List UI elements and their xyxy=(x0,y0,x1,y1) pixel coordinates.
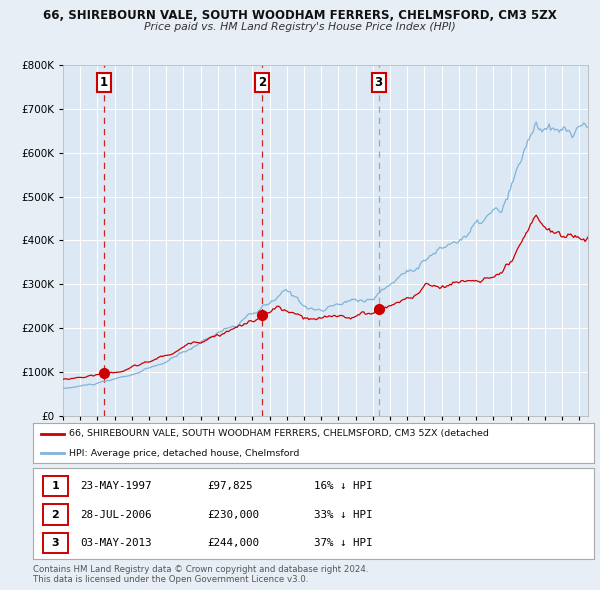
Text: This data is licensed under the Open Government Licence v3.0.: This data is licensed under the Open Gov… xyxy=(33,575,308,584)
FancyBboxPatch shape xyxy=(43,504,68,525)
Text: HPI: Average price, detached house, Chelmsford: HPI: Average price, detached house, Chel… xyxy=(70,448,300,458)
Text: £97,825: £97,825 xyxy=(207,481,253,491)
Text: 1: 1 xyxy=(52,481,59,491)
Text: 16% ↓ HPI: 16% ↓ HPI xyxy=(314,481,372,491)
Text: 37% ↓ HPI: 37% ↓ HPI xyxy=(314,538,372,548)
Text: 28-JUL-2006: 28-JUL-2006 xyxy=(80,510,152,520)
Text: 3: 3 xyxy=(374,76,383,89)
Text: 66, SHIREBOURN VALE, SOUTH WOODHAM FERRERS, CHELMSFORD, CM3 5ZX: 66, SHIREBOURN VALE, SOUTH WOODHAM FERRE… xyxy=(43,9,557,22)
FancyBboxPatch shape xyxy=(43,533,68,553)
Text: 3: 3 xyxy=(52,538,59,548)
Text: 2: 2 xyxy=(52,510,59,520)
Text: 2: 2 xyxy=(258,76,266,89)
Text: 23-MAY-1997: 23-MAY-1997 xyxy=(80,481,152,491)
Text: Contains HM Land Registry data © Crown copyright and database right 2024.: Contains HM Land Registry data © Crown c… xyxy=(33,565,368,573)
Text: £230,000: £230,000 xyxy=(207,510,259,520)
Text: Price paid vs. HM Land Registry's House Price Index (HPI): Price paid vs. HM Land Registry's House … xyxy=(144,22,456,32)
Text: 1: 1 xyxy=(100,76,108,89)
Text: £244,000: £244,000 xyxy=(207,538,259,548)
Text: 33% ↓ HPI: 33% ↓ HPI xyxy=(314,510,372,520)
FancyBboxPatch shape xyxy=(43,476,68,496)
Text: 66, SHIREBOURN VALE, SOUTH WOODHAM FERRERS, CHELMSFORD, CM3 5ZX (detached: 66, SHIREBOURN VALE, SOUTH WOODHAM FERRE… xyxy=(70,430,490,438)
Text: 03-MAY-2013: 03-MAY-2013 xyxy=(80,538,152,548)
